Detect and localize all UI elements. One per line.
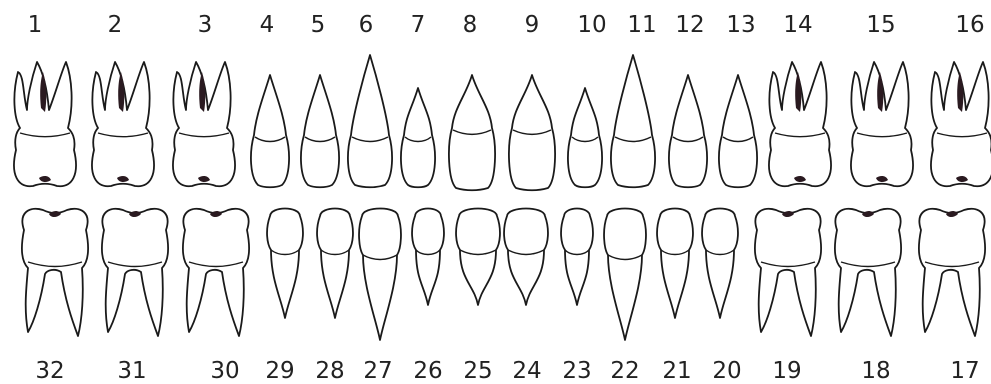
lower-arch: 32 31 30 29 28 27 26 25 24 23 22 21 20 19 18 17	[21, 207, 986, 384]
tooth-number-label: 4	[260, 12, 275, 38]
tooth-14	[768, 61, 832, 187]
tooth-number-label: 14	[783, 12, 812, 38]
tooth-number-label: 12	[675, 12, 704, 38]
tooth-2	[91, 61, 155, 187]
tooth-24	[503, 207, 549, 306]
tooth-number-label: 26	[413, 358, 442, 384]
tooth-number-label: 22	[610, 358, 639, 384]
tooth-16	[930, 61, 991, 187]
tooth-31	[101, 208, 169, 337]
tooth-1	[13, 61, 77, 187]
tooth-number-label: 8	[463, 12, 478, 38]
tooth-23	[560, 207, 594, 306]
tooth-5	[300, 74, 340, 189]
tooth-28	[316, 207, 354, 319]
tooth-32	[21, 208, 89, 337]
tooth-12	[668, 74, 708, 189]
tooth-17	[918, 208, 986, 337]
tooth-13	[718, 74, 758, 189]
tooth-number-label: 2	[108, 12, 123, 38]
tooth-number-label: 10	[577, 12, 606, 38]
tooth-18	[834, 208, 902, 337]
tooth-number-label: 25	[463, 358, 492, 384]
tooth-20	[701, 207, 739, 319]
tooth-9	[508, 74, 556, 192]
tooth-25	[455, 207, 501, 306]
tooth-27	[358, 207, 402, 341]
tooth-number-label: 23	[562, 358, 591, 384]
upper-arch: 1 2 3 4 5 6 7 8 9 10 11 12 13 14 15 16	[13, 12, 991, 192]
tooth-22	[603, 207, 647, 341]
tooth-10	[567, 87, 603, 189]
tooth-number-label: 20	[712, 358, 741, 384]
tooth-19	[754, 208, 822, 337]
tooth-number-label: 3	[198, 12, 213, 38]
tooth-number-label: 9	[525, 12, 540, 38]
tooth-29	[266, 207, 304, 319]
tooth-number-label: 19	[772, 358, 801, 384]
tooth-21	[656, 207, 694, 319]
tooth-6	[347, 54, 393, 189]
tooth-number-label: 13	[726, 12, 755, 38]
tooth-number-label: 15	[866, 12, 895, 38]
tooth-number-label: 29	[265, 358, 294, 384]
tooth-number-label: 21	[662, 358, 691, 384]
tooth-11	[610, 54, 656, 189]
tooth-15	[850, 61, 914, 187]
tooth-number-label: 6	[359, 12, 374, 38]
tooth-3	[172, 61, 236, 187]
tooth-30	[182, 208, 250, 337]
tooth-8	[448, 74, 496, 192]
tooth-number-label: 28	[315, 358, 344, 384]
tooth-number-label: 5	[311, 12, 326, 38]
tooth-4	[250, 74, 290, 189]
tooth-7	[400, 87, 436, 189]
tooth-number-label: 16	[955, 12, 984, 38]
tooth-number-label: 24	[512, 358, 541, 384]
tooth-number-label: 11	[627, 12, 656, 38]
tooth-number-label: 17	[950, 358, 979, 384]
tooth-number-label: 27	[363, 358, 392, 384]
tooth-number-label: 1	[28, 12, 43, 38]
tooth-number-label: 32	[35, 358, 64, 384]
tooth-number-label: 18	[861, 358, 890, 384]
tooth-number-label: 7	[411, 12, 426, 38]
tooth-26	[411, 207, 445, 306]
tooth-number-label: 31	[117, 358, 146, 384]
tooth-number-label: 30	[210, 358, 239, 384]
